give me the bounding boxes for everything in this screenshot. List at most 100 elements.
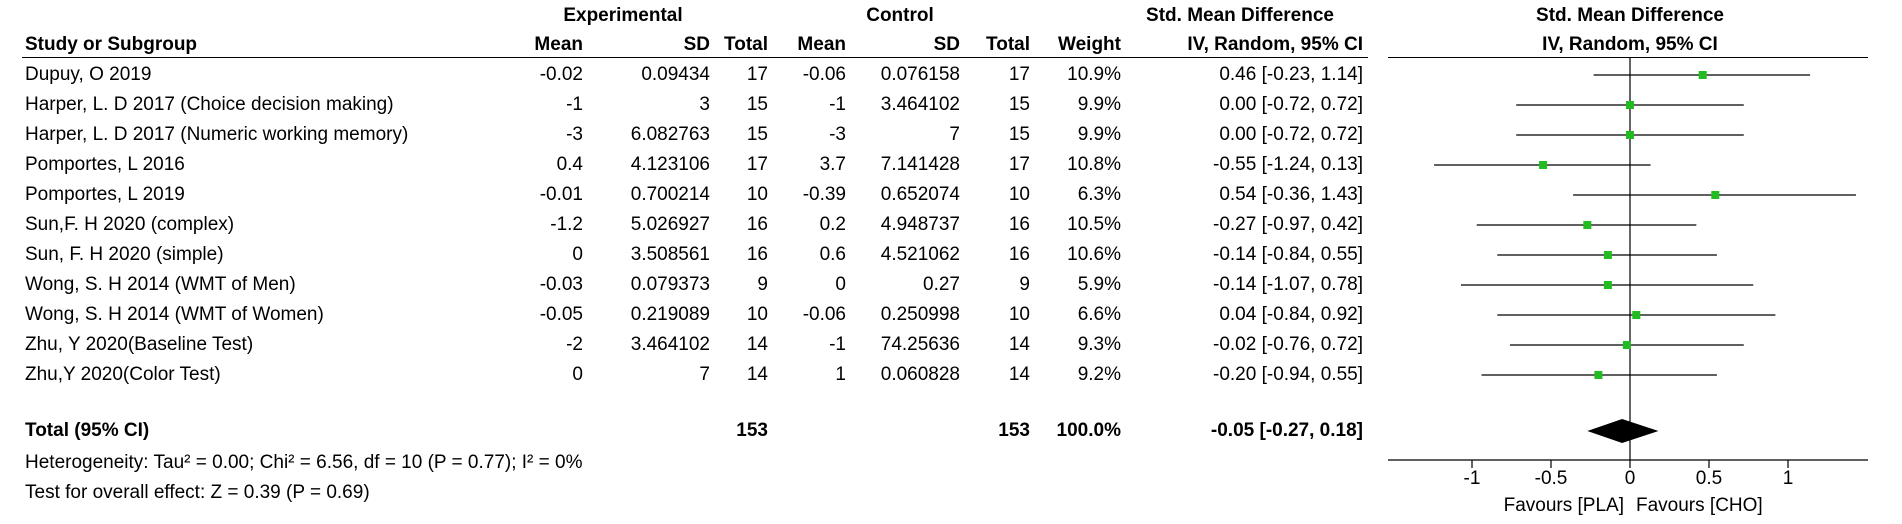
ctl-sd: 0.27 bbox=[923, 274, 960, 295]
exp-mean: -0.02 bbox=[539, 64, 583, 85]
table-row: Zhu, Y 2020(Baseline Test) -2 3.464102 1… bbox=[0, 334, 1370, 356]
study-name: Sun, F. H 2020 (simple) bbox=[25, 244, 224, 265]
exp-sd: 0.079373 bbox=[630, 274, 710, 295]
ctl-total: 17 bbox=[1008, 154, 1030, 175]
ctl-total: 14 bbox=[1008, 334, 1030, 355]
exp-total: 17 bbox=[746, 64, 768, 85]
heterogeneity-text: Heterogeneity: Tau² = 0.00; Chi² = 6.56,… bbox=[25, 452, 583, 473]
weight: 10.8% bbox=[1067, 154, 1121, 175]
exp-total: 17 bbox=[746, 154, 768, 175]
exp-mean: -0.05 bbox=[539, 304, 583, 325]
total-label: Total (95% CI) bbox=[25, 420, 150, 441]
header-ctl-total: Total bbox=[986, 34, 1030, 55]
ctl-total: 16 bbox=[1008, 214, 1030, 235]
ctl-total: 10 bbox=[1008, 304, 1030, 325]
header-smd-right: Std. Mean Difference bbox=[1536, 5, 1724, 26]
study-name: Dupuy, O 2019 bbox=[25, 64, 152, 85]
header-ctl-mean: Mean bbox=[797, 34, 846, 55]
study-name: Sun,F. H 2020 (complex) bbox=[25, 214, 235, 235]
point-estimate-marker bbox=[1594, 371, 1603, 379]
ci-text: -0.14 [-1.07, 0.78] bbox=[1213, 274, 1363, 295]
overall-effect-text: Test for overall effect: Z = 0.39 (P = 0… bbox=[25, 482, 370, 503]
exp-mean: 0 bbox=[572, 244, 583, 265]
exp-mean: -0.01 bbox=[539, 184, 583, 205]
ci-text: -0.27 [-0.97, 0.42] bbox=[1213, 214, 1363, 235]
study-name: Zhu, Y 2020(Baseline Test) bbox=[25, 334, 254, 355]
total-exp: 153 bbox=[736, 420, 768, 441]
point-estimate-marker bbox=[1603, 281, 1612, 289]
exp-sd: 3.464102 bbox=[630, 334, 710, 355]
ctl-mean: -0.06 bbox=[802, 64, 846, 85]
table-row: Zhu,Y 2020(Color Test) 0 7 14 1 0.060828… bbox=[0, 364, 1370, 386]
weight: 6.3% bbox=[1077, 184, 1121, 205]
header-ctl-sd: SD bbox=[933, 34, 960, 55]
study-name: Wong, S. H 2014 (WMT of Women) bbox=[25, 304, 324, 325]
header-rule-plot bbox=[1388, 57, 1868, 58]
ctl-sd: 0.060828 bbox=[880, 364, 960, 385]
ci-text: 0.54 [-0.36, 1.43] bbox=[1219, 184, 1363, 205]
exp-sd: 7 bbox=[699, 364, 710, 385]
table-row: Dupuy, O 2019 -0.02 0.09434 17 -0.06 0.0… bbox=[0, 64, 1370, 86]
ci-text: -0.02 [-0.76, 0.72] bbox=[1213, 334, 1363, 355]
x-tick-label: -1 bbox=[1464, 468, 1481, 489]
exp-total: 9 bbox=[757, 274, 768, 295]
point-estimate-marker bbox=[1626, 131, 1634, 139]
exp-sd: 3 bbox=[699, 94, 710, 115]
ctl-mean: 1 bbox=[835, 364, 846, 385]
ci-text: 0.00 [-0.72, 0.72] bbox=[1219, 124, 1363, 145]
exp-total: 14 bbox=[746, 334, 768, 355]
weight: 6.6% bbox=[1077, 304, 1121, 325]
exp-total: 16 bbox=[746, 244, 768, 265]
weight: 9.3% bbox=[1077, 334, 1121, 355]
favours-left-label: Favours [PLA] bbox=[1504, 495, 1624, 516]
total-weight: 100.0% bbox=[1056, 420, 1121, 441]
point-estimate-marker bbox=[1632, 311, 1641, 319]
ctl-sd: 7 bbox=[949, 124, 960, 145]
exp-sd: 0.700214 bbox=[630, 184, 710, 205]
ctl-mean: -3 bbox=[829, 124, 846, 145]
ctl-mean: 3.7 bbox=[819, 154, 846, 175]
ctl-total: 16 bbox=[1008, 244, 1030, 265]
point-estimate-marker bbox=[1583, 221, 1592, 229]
exp-total: 15 bbox=[746, 124, 768, 145]
ctl-sd: 4.948737 bbox=[880, 214, 960, 235]
ctl-mean: -1 bbox=[829, 334, 846, 355]
exp-sd: 4.123106 bbox=[630, 154, 710, 175]
x-tick-label: 0.5 bbox=[1696, 468, 1722, 489]
x-tick-label: -0.5 bbox=[1535, 468, 1568, 489]
study-name: Pomportes, L 2019 bbox=[25, 184, 185, 205]
ctl-total: 15 bbox=[1008, 94, 1030, 115]
study-name: Harper, L. D 2017 (Choice decision makin… bbox=[25, 94, 394, 115]
exp-sd: 6.082763 bbox=[630, 124, 710, 145]
table-row: Wong, S. H 2014 (WMT of Men) -0.03 0.079… bbox=[0, 274, 1370, 296]
exp-sd: 0.219089 bbox=[630, 304, 710, 325]
ci-text: 0.04 [-0.84, 0.92] bbox=[1219, 304, 1363, 325]
study-name: Zhu,Y 2020(Color Test) bbox=[25, 364, 221, 385]
exp-mean: -0.03 bbox=[539, 274, 583, 295]
table-row: Sun, F. H 2020 (simple) 0 3.508561 16 0.… bbox=[0, 244, 1370, 266]
weight: 9.2% bbox=[1077, 364, 1121, 385]
header-ci-right: IV, Random, 95% CI bbox=[1542, 34, 1718, 55]
exp-mean: 0 bbox=[572, 364, 583, 385]
total-ctl: 153 bbox=[998, 420, 1030, 441]
header-control: Control bbox=[866, 5, 934, 26]
ctl-total: 15 bbox=[1008, 124, 1030, 145]
ctl-sd: 74.25636 bbox=[880, 334, 960, 355]
header-exp-total: Total bbox=[724, 34, 768, 55]
x-tick-label: 1 bbox=[1783, 468, 1794, 489]
table-row: Pomportes, L 2019 -0.01 0.700214 10 -0.3… bbox=[0, 184, 1370, 206]
point-estimate-marker bbox=[1626, 101, 1634, 109]
table-row: Harper, L. D 2017 (Choice decision makin… bbox=[0, 94, 1370, 116]
weight: 5.9% bbox=[1077, 274, 1121, 295]
study-name: Wong, S. H 2014 (WMT of Men) bbox=[25, 274, 296, 295]
table-row: Harper, L. D 2017 (Numeric working memor… bbox=[0, 124, 1370, 146]
point-estimate-marker bbox=[1603, 251, 1612, 259]
ctl-total: 17 bbox=[1008, 64, 1030, 85]
x-axis-ticks: -1 -0.5 0 0.5 1 bbox=[1464, 460, 1794, 489]
header-experimental: Experimental bbox=[563, 5, 683, 26]
exp-sd: 0.09434 bbox=[641, 64, 710, 85]
weight: 10.5% bbox=[1067, 214, 1121, 235]
exp-mean: -1 bbox=[566, 94, 583, 115]
exp-total: 16 bbox=[746, 214, 768, 235]
